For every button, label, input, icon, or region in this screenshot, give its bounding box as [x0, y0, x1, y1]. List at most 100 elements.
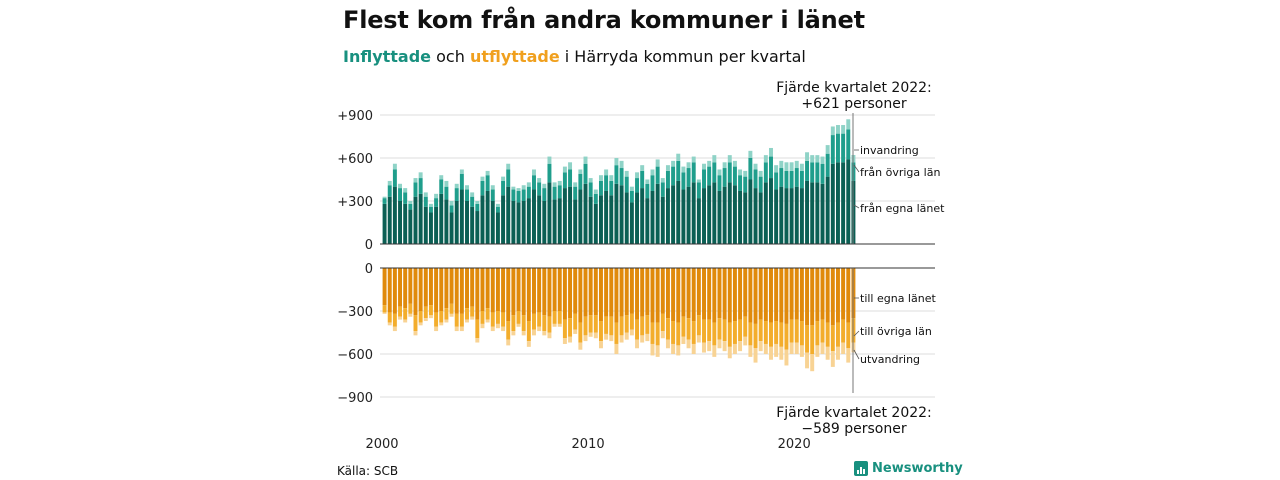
bar-in-ovriga: [542, 188, 547, 201]
bar-out-ovriga: [629, 313, 634, 330]
bar-out-ovriga: [593, 315, 598, 333]
bar-out-egna: [537, 268, 542, 313]
bar-in-invandring: [413, 178, 418, 183]
series-leader-bottom: [853, 330, 860, 337]
logo-text: Newsworthy: [872, 461, 963, 476]
bar-in-egna: [485, 190, 490, 244]
y-tick-label-top: +900: [337, 109, 373, 124]
bar-out-utvandring: [820, 342, 825, 354]
bar-in-ovriga: [851, 162, 856, 181]
bar-in-ovriga: [557, 185, 562, 199]
annotation-bottom: Fjärde kvartalet 2022: −589 personer: [774, 405, 934, 437]
bar-out-egna: [810, 268, 815, 326]
bar-out-ovriga: [851, 318, 856, 343]
bar-out-utvandring: [506, 339, 511, 346]
bar-in-ovriga: [598, 180, 603, 196]
bar-in-ovriga: [593, 193, 598, 204]
bar-out-ovriga: [516, 311, 521, 324]
bar-out-utvandring: [454, 326, 459, 332]
bar-out-egna: [583, 268, 588, 317]
bar-out-utvandring: [851, 342, 856, 353]
bar-out-ovriga: [743, 316, 748, 337]
bar-out-ovriga: [511, 315, 516, 332]
bar-in-ovriga: [805, 160, 810, 181]
bar-out-ovriga: [418, 311, 423, 323]
bar-out-utvandring: [696, 335, 701, 343]
bar-in-ovriga: [470, 196, 475, 207]
bar-out-ovriga: [712, 322, 717, 346]
bar-in-invandring: [511, 186, 516, 190]
series-label-top: från övriga län: [860, 166, 940, 179]
bar-out-egna: [732, 268, 737, 322]
bar-in-egna: [805, 180, 810, 244]
bar-out-ovriga: [835, 322, 840, 347]
bar-in-egna: [593, 203, 598, 244]
bar-out-utvandring: [547, 332, 552, 339]
x-tick-label: 2020: [778, 437, 811, 452]
bar-in-egna: [609, 195, 614, 244]
bar-in-ovriga: [810, 162, 815, 183]
bar-in-ovriga: [444, 186, 449, 200]
bar-out-ovriga: [645, 315, 650, 334]
bar-in-egna: [588, 196, 593, 244]
bar-out-egna: [794, 268, 799, 320]
annotation-top: Fjärde kvartalet 2022: +621 personer: [774, 80, 934, 112]
bar-out-utvandring: [841, 342, 846, 354]
bar-in-ovriga: [712, 162, 717, 183]
bar-in-invandring: [799, 163, 804, 171]
bar-in-egna: [547, 182, 552, 244]
bar-out-egna: [495, 268, 500, 311]
bar-out-utvandring: [516, 323, 521, 327]
bar-in-ovriga: [763, 162, 768, 183]
bar-out-egna: [485, 268, 490, 309]
newsworthy-logo[interactable]: Newsworthy: [854, 461, 963, 476]
bar-in-ovriga: [665, 170, 670, 189]
bar-out-utvandring: [588, 332, 593, 337]
bar-out-utvandring: [676, 345, 681, 356]
bar-out-utvandring: [691, 343, 696, 354]
bar-out-utvandring: [459, 326, 464, 332]
bar-in-ovriga: [846, 129, 851, 160]
bar-in-egna: [696, 198, 701, 244]
bar-in-invandring: [459, 169, 464, 174]
series-label-top: från egna länet: [860, 202, 945, 215]
bar-in-invandring: [779, 160, 784, 169]
bar-in-egna: [825, 176, 830, 244]
bar-out-egna: [614, 268, 619, 323]
series-leader-bottom: [853, 349, 860, 360]
bar-in-ovriga: [532, 175, 536, 190]
series-label-bottom: utvandring: [860, 353, 920, 366]
bar-in-ovriga: [794, 168, 799, 187]
bar-in-egna: [722, 186, 727, 244]
bar-out-ovriga: [454, 313, 459, 327]
bar-in-invandring: [614, 158, 619, 166]
bar-out-utvandring: [398, 316, 403, 320]
bar-in-invandring: [717, 169, 722, 176]
bar-out-egna: [738, 268, 743, 320]
bar-out-egna: [645, 268, 650, 316]
bar-out-ovriga: [495, 311, 500, 324]
bar-out-utvandring: [717, 339, 722, 349]
subtitle-rest: i Härryda kommun per kvartal: [559, 47, 806, 66]
bar-in-ovriga: [635, 178, 640, 193]
bar-out-egna: [459, 268, 464, 314]
bar-in-ovriga: [454, 188, 459, 201]
bar-out-utvandring: [470, 316, 475, 320]
bar-out-egna: [465, 268, 469, 309]
bar-in-egna: [820, 183, 825, 244]
y-tick-label-bottom: −600: [337, 348, 373, 363]
bar-out-utvandring: [428, 315, 433, 319]
bar-in-egna: [526, 198, 531, 244]
bar-in-egna: [784, 188, 789, 244]
bar-out-ovriga: [434, 312, 439, 327]
bar-out-utvandring: [593, 332, 598, 339]
bar-in-ovriga: [676, 160, 681, 181]
bar-in-egna: [779, 186, 784, 244]
y-tick-label-top: +300: [337, 195, 373, 210]
bar-in-invandring: [846, 119, 851, 130]
bar-out-egna: [516, 268, 521, 311]
bar-in-invandring: [743, 170, 748, 177]
bar-out-utvandring: [846, 348, 851, 363]
bar-in-invandring: [707, 160, 712, 167]
bar-out-utvandring: [835, 346, 840, 360]
